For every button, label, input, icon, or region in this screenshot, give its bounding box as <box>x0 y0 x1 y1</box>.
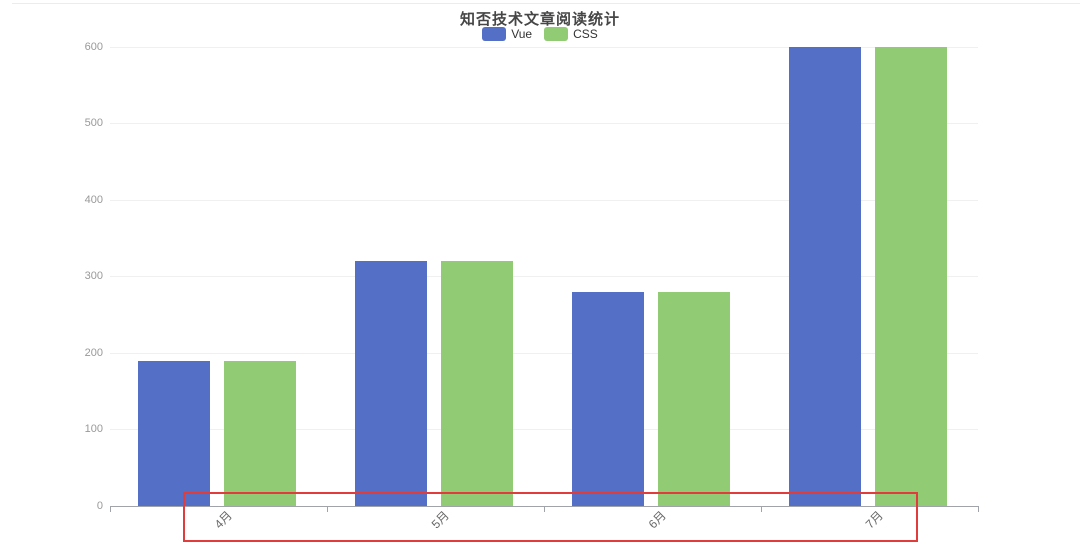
x-axis-tick-3 <box>761 507 762 512</box>
y-axis-label-500: 500 <box>84 117 103 129</box>
bar-vue-4月[interactable] <box>138 361 210 506</box>
bar-css-4月[interactable] <box>224 361 296 506</box>
legend-item-vue[interactable]: Vue <box>482 27 532 41</box>
x-axis-label-4月: 4月 <box>211 508 235 532</box>
x-axis-label-5月: 5月 <box>428 508 452 532</box>
legend-item-css[interactable]: CSS <box>544 27 598 41</box>
x-axis-line <box>110 506 979 507</box>
x-axis-tick-2 <box>544 507 545 512</box>
x-axis-tick-4 <box>978 507 979 512</box>
legend-label-css: CSS <box>573 27 598 41</box>
y-axis-label-400: 400 <box>84 193 103 206</box>
legend-swatch-vue-icon <box>482 27 507 41</box>
chart-title: 知否技术文章阅读统计 <box>459 11 620 28</box>
x-axis-tick-0 <box>110 507 111 512</box>
x-axis-label-6月: 6月 <box>645 508 669 532</box>
bar-vue-7月[interactable] <box>789 47 861 506</box>
y-axis-label-0: 0 <box>96 499 103 512</box>
chart-legend: Vue CSS <box>0 27 1080 41</box>
y-axis-label-100: 100 <box>84 423 103 435</box>
page-top-border <box>12 3 1080 4</box>
bar-css-5月[interactable] <box>441 261 513 506</box>
y-axis-label-600: 600 <box>84 40 103 53</box>
x-axis-label-7月: 7月 <box>862 508 886 532</box>
bar-vue-5月[interactable] <box>355 261 427 506</box>
bar-css-6月[interactable] <box>658 292 730 506</box>
x-axis-tick-1 <box>327 507 328 512</box>
bar-vue-6月[interactable] <box>572 292 644 506</box>
bar-css-7月[interactable] <box>875 47 947 506</box>
y-axis-label-200: 200 <box>84 346 103 359</box>
legend-label-vue: Vue <box>511 27 533 41</box>
y-axis-label-300: 300 <box>84 270 103 282</box>
legend-swatch-css-icon <box>544 27 569 41</box>
